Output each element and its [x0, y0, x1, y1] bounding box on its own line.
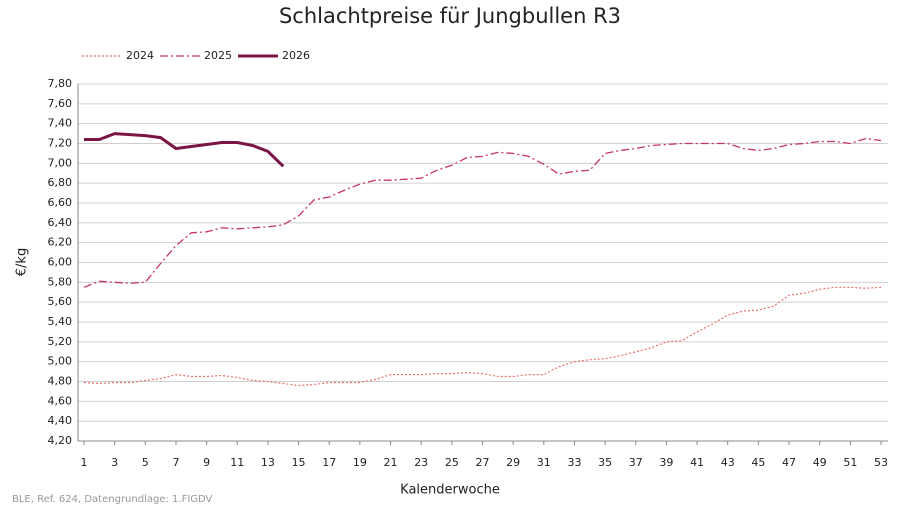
x-tick-label: 33 — [567, 456, 581, 469]
y-axis-label: €/kg — [15, 248, 30, 276]
y-tick-label: 5,20 — [48, 335, 73, 348]
y-tick-label: 5,00 — [48, 355, 73, 368]
y-tick-label: 7,40 — [48, 117, 73, 130]
x-tick-label: 3 — [111, 456, 118, 469]
y-tick-label: 7,00 — [48, 156, 73, 169]
x-tick-label: 45 — [751, 456, 765, 469]
legend-label: 2024 — [126, 49, 154, 62]
x-tick-label: 37 — [629, 456, 643, 469]
x-tick-label: 11 — [230, 456, 244, 469]
x-tick-label: 13 — [261, 456, 275, 469]
x-tick-label: 53 — [874, 456, 888, 469]
y-tick-label: 4,80 — [48, 375, 73, 388]
y-tick-label: 5,40 — [48, 315, 73, 328]
x-tick-label: 9 — [203, 456, 210, 469]
x-tick-label: 23 — [414, 456, 428, 469]
y-tick-label: 6,00 — [48, 256, 73, 269]
y-tick-label: 7,80 — [48, 77, 73, 90]
y-tick-label: 7,20 — [48, 137, 73, 150]
y-tick-label: 6,20 — [48, 236, 73, 249]
x-axis-label: Kalenderwoche — [400, 483, 500, 498]
x-tick-label: 21 — [384, 456, 398, 469]
y-tick-label: 6,60 — [48, 196, 73, 209]
y-tick-label: 4,40 — [48, 414, 73, 427]
x-tick-label: 49 — [813, 456, 827, 469]
x-tick-label: 1 — [81, 456, 88, 469]
x-tick-label: 29 — [506, 456, 520, 469]
source-note: BLE, Ref. 624, Datengrundlage: 1.FIGDV — [12, 494, 213, 505]
x-tick-label: 17 — [322, 456, 336, 469]
x-tick-label: 7 — [172, 456, 179, 469]
x-tick-label: 51 — [843, 456, 857, 469]
series-line — [83, 286, 882, 387]
x-tick-label: 43 — [721, 456, 735, 469]
legend-label: 2026 — [282, 49, 310, 62]
y-tick-label: 7,60 — [48, 97, 73, 110]
y-tick-label: 5,80 — [48, 275, 73, 288]
x-tick-label: 39 — [659, 456, 673, 469]
x-tick-label: 19 — [353, 456, 367, 469]
x-tick-label: 27 — [476, 456, 490, 469]
x-tick-label: 47 — [782, 456, 796, 469]
x-tick-label: 15 — [292, 456, 306, 469]
x-tick-label: 35 — [598, 456, 612, 469]
y-tick-label: 5,60 — [48, 295, 73, 308]
y-tick-label: 6,80 — [48, 176, 73, 189]
y-tick-label: 6,40 — [48, 216, 73, 229]
y-tick-label: 4,20 — [48, 434, 73, 447]
chart-title: Schlachtpreise für Jungbullen R3 — [279, 4, 621, 28]
y-tick-label: 4,60 — [48, 394, 73, 407]
x-tick-label: 5 — [142, 456, 149, 469]
series-line — [84, 132, 285, 168]
x-tick-label: 31 — [537, 456, 551, 469]
x-tick-label: 25 — [445, 456, 459, 469]
legend-label: 2025 — [204, 49, 232, 62]
series-line — [83, 137, 882, 288]
x-tick-label: 41 — [690, 456, 704, 469]
